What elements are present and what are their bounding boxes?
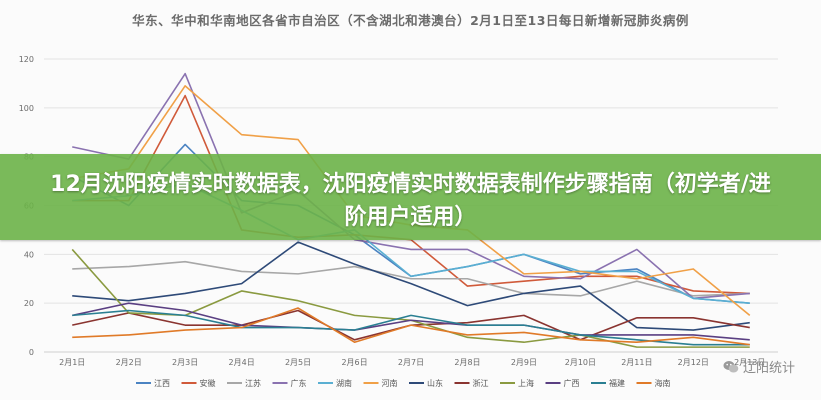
series-line-福建 [72, 309, 750, 346]
x-tick-label: 2月6日 [341, 358, 367, 367]
x-tick-label: 2月12日 [678, 358, 709, 367]
series-line-山东 [72, 241, 750, 331]
watermark: 辽阳统计 [723, 357, 795, 376]
x-tick-label: 2月10日 [565, 358, 596, 367]
series-line-江苏 [72, 260, 750, 297]
legend-label: 江西 [154, 379, 170, 388]
x-tick-label: 2月7日 [398, 358, 424, 367]
legend-label: 河南 [382, 378, 398, 388]
x-tick-label: 2月5日 [285, 358, 311, 367]
headline-text: 12月沈阳疫情实时数据表，沈阳疫情实时数据表制作步骤指南（初学者/进阶用户适用） [50, 172, 771, 230]
legend-label: 福建 [609, 378, 625, 388]
x-tick-label: 2月9日 [511, 358, 537, 367]
x-tick-label: 2月8日 [454, 358, 480, 367]
chart-title: 华东、华中和华南地区各省市自治区（不含湖北和港澳台）2月1日至13日每日新增新冠… [132, 13, 689, 28]
x-tick-label: 2月1日 [59, 358, 85, 367]
y-tick-label: 20 [24, 299, 34, 308]
y-tick-label: 100 [19, 104, 34, 113]
x-tick-label: 2月2日 [116, 358, 142, 367]
legend-label: 上海 [518, 378, 534, 388]
series-line-广西 [72, 302, 750, 341]
y-tick-label: 0 [29, 348, 34, 357]
legend-label: 安徽 [200, 378, 216, 388]
wechat-icon [723, 360, 739, 372]
legend-label: 海南 [655, 378, 671, 388]
x-tick-label: 2月4日 [229, 358, 255, 367]
legend-label: 广西 [564, 378, 580, 388]
watermark-text: 辽阳统计 [742, 361, 795, 376]
legend-label: 山东 [427, 378, 443, 388]
series-line-上海 [71, 248, 750, 348]
x-tick-label: 2月11日 [621, 358, 652, 367]
legend-label: 湖南 [336, 378, 352, 388]
series-line-海南 [72, 307, 750, 346]
legend-label: 广东 [291, 378, 307, 388]
legend-label: 浙江 [473, 378, 489, 388]
headline-banner: 12月沈阳疫情实时数据表，沈阳疫情实时数据表制作步骤指南（初学者/进阶用户适用） [0, 154, 821, 240]
y-tick-label: 40 [24, 250, 34, 259]
legend-label: 江苏 [245, 378, 261, 388]
series-line-广东 [72, 72, 750, 300]
x-tick-label: 2月3日 [172, 358, 198, 367]
y-tick-label: 120 [19, 55, 34, 64]
x-tick-label: 2月13日 [734, 358, 765, 367]
